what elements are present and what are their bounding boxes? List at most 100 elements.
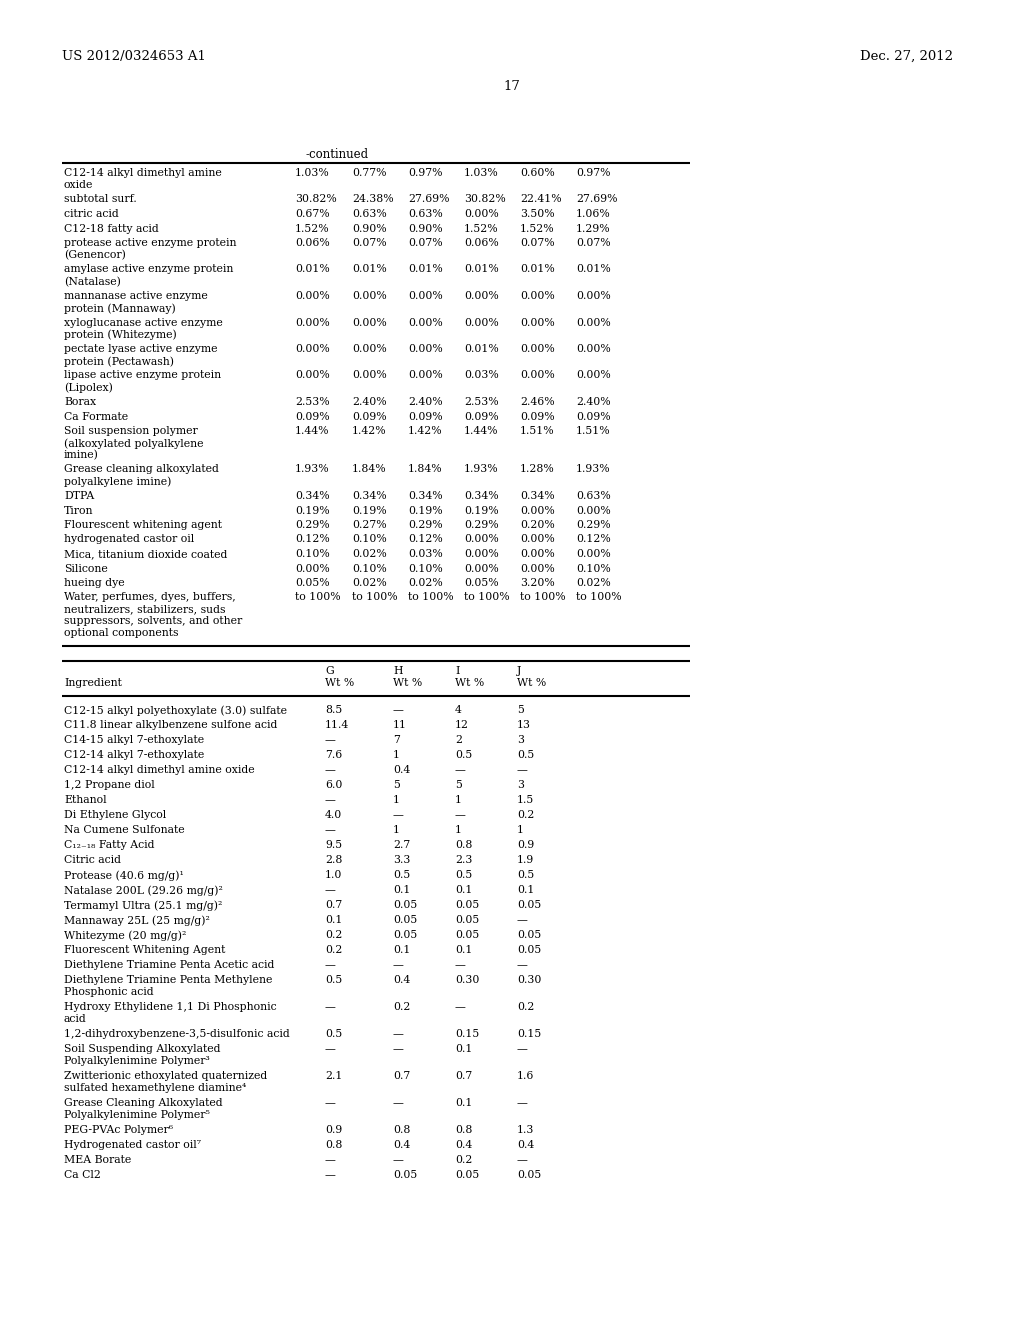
Text: 6.0: 6.0 [325, 780, 342, 789]
Text: 0.00%: 0.00% [575, 506, 610, 516]
Text: 1: 1 [393, 795, 400, 805]
Text: 3.20%: 3.20% [520, 578, 555, 587]
Text: 0.27%: 0.27% [352, 520, 387, 531]
Text: 8.5: 8.5 [325, 705, 342, 715]
Text: 0.09%: 0.09% [295, 412, 330, 421]
Text: 0.07%: 0.07% [520, 238, 555, 248]
Text: 2.8: 2.8 [325, 855, 342, 865]
Text: 0.63%: 0.63% [408, 209, 442, 219]
Text: 0.00%: 0.00% [520, 506, 555, 516]
Text: 0.2: 0.2 [517, 1002, 535, 1012]
Text: 0.01%: 0.01% [464, 264, 499, 275]
Text: 0.29%: 0.29% [408, 520, 442, 531]
Text: 0.90%: 0.90% [408, 223, 442, 234]
Text: 0.67%: 0.67% [295, 209, 330, 219]
Text: 1: 1 [517, 825, 524, 836]
Text: 1.84%: 1.84% [352, 465, 387, 474]
Text: 0.07%: 0.07% [575, 238, 610, 248]
Text: 0.1: 0.1 [325, 915, 342, 925]
Text: 0.00%: 0.00% [464, 535, 499, 544]
Text: 0.05: 0.05 [455, 931, 479, 940]
Text: 0.77%: 0.77% [352, 168, 386, 178]
Text: H: H [393, 667, 402, 676]
Text: 0.5: 0.5 [393, 870, 411, 880]
Text: MEA Borate: MEA Borate [63, 1155, 131, 1166]
Text: 0.06%: 0.06% [464, 238, 499, 248]
Text: 0.00%: 0.00% [520, 290, 555, 301]
Text: 0.09%: 0.09% [408, 412, 442, 421]
Text: 0.7: 0.7 [455, 1071, 472, 1081]
Text: amylase active enzyme protein: amylase active enzyme protein [63, 264, 233, 275]
Text: 30.82%: 30.82% [295, 194, 337, 205]
Text: 0.7: 0.7 [393, 1071, 411, 1081]
Text: 0.00%: 0.00% [464, 549, 499, 558]
Text: 0.10%: 0.10% [352, 535, 387, 544]
Text: Polyalkylenimine Polymer⁵: Polyalkylenimine Polymer⁵ [63, 1110, 210, 1119]
Text: Flourescent whitening agent: Flourescent whitening agent [63, 520, 222, 531]
Text: 1.5: 1.5 [517, 795, 535, 805]
Text: 0.19%: 0.19% [408, 506, 442, 516]
Text: 0.00%: 0.00% [408, 345, 442, 354]
Text: 1: 1 [393, 825, 400, 836]
Text: 1.51%: 1.51% [575, 426, 610, 436]
Text: 0.00%: 0.00% [520, 549, 555, 558]
Text: hueing dye: hueing dye [63, 578, 125, 587]
Text: 0.00%: 0.00% [575, 290, 610, 301]
Text: —: — [325, 735, 336, 744]
Text: to 100%: to 100% [464, 593, 510, 602]
Text: Grease Cleaning Alkoxylated: Grease Cleaning Alkoxylated [63, 1098, 222, 1107]
Text: 2.3: 2.3 [455, 855, 472, 865]
Text: neutralizers, stabilizers, suds: neutralizers, stabilizers, suds [63, 605, 225, 615]
Text: 1.28%: 1.28% [520, 465, 555, 474]
Text: 0.09%: 0.09% [464, 412, 499, 421]
Text: I: I [455, 667, 460, 676]
Text: 1.29%: 1.29% [575, 223, 610, 234]
Text: 0.00%: 0.00% [520, 345, 555, 354]
Text: 0.00%: 0.00% [352, 371, 387, 380]
Text: Whitezyme (20 mg/g)²: Whitezyme (20 mg/g)² [63, 931, 186, 941]
Text: 24.38%: 24.38% [352, 194, 393, 205]
Text: 0.00%: 0.00% [464, 318, 499, 327]
Text: 1.0: 1.0 [325, 870, 342, 880]
Text: G: G [325, 667, 334, 676]
Text: 0.97%: 0.97% [408, 168, 442, 178]
Text: 1.84%: 1.84% [408, 465, 442, 474]
Text: 0.00%: 0.00% [295, 564, 330, 573]
Text: 0.09%: 0.09% [520, 412, 555, 421]
Text: 0.05: 0.05 [393, 931, 417, 940]
Text: 7.6: 7.6 [325, 750, 342, 760]
Text: optional components: optional components [63, 628, 178, 639]
Text: 1.42%: 1.42% [352, 426, 387, 436]
Text: 0.00%: 0.00% [464, 290, 499, 301]
Text: 2: 2 [455, 735, 462, 744]
Text: protein (Whitezyme): protein (Whitezyme) [63, 330, 177, 341]
Text: 0.00%: 0.00% [520, 564, 555, 573]
Text: 0.00%: 0.00% [352, 345, 387, 354]
Text: 0.4: 0.4 [393, 766, 411, 775]
Text: Wt %: Wt % [393, 678, 422, 688]
Text: 0.02%: 0.02% [352, 549, 387, 558]
Text: —: — [393, 1155, 403, 1166]
Text: 0.15: 0.15 [455, 1030, 479, 1039]
Text: —: — [517, 1044, 528, 1053]
Text: protein (Pectawash): protein (Pectawash) [63, 356, 174, 367]
Text: C12-14 alkyl dimethyl amine: C12-14 alkyl dimethyl amine [63, 168, 222, 178]
Text: 1.6: 1.6 [517, 1071, 535, 1081]
Text: 1.52%: 1.52% [520, 223, 555, 234]
Text: 0.4: 0.4 [393, 1140, 411, 1150]
Text: 0.05: 0.05 [393, 1170, 417, 1180]
Text: 0.05: 0.05 [393, 915, 417, 925]
Text: 0.03%: 0.03% [408, 549, 442, 558]
Text: 0.2: 0.2 [393, 1002, 411, 1012]
Text: 0.05: 0.05 [393, 900, 417, 909]
Text: 3.3: 3.3 [393, 855, 411, 865]
Text: 0.05: 0.05 [455, 1170, 479, 1180]
Text: 0.9: 0.9 [517, 840, 535, 850]
Text: 0.10%: 0.10% [575, 564, 610, 573]
Text: suppressors, solvents, and other: suppressors, solvents, and other [63, 616, 243, 627]
Text: Water, perfumes, dyes, buffers,: Water, perfumes, dyes, buffers, [63, 593, 236, 602]
Text: 0.5: 0.5 [455, 870, 472, 880]
Text: 0.00%: 0.00% [295, 345, 330, 354]
Text: Soil suspension polymer: Soil suspension polymer [63, 426, 198, 436]
Text: 0.29%: 0.29% [464, 520, 499, 531]
